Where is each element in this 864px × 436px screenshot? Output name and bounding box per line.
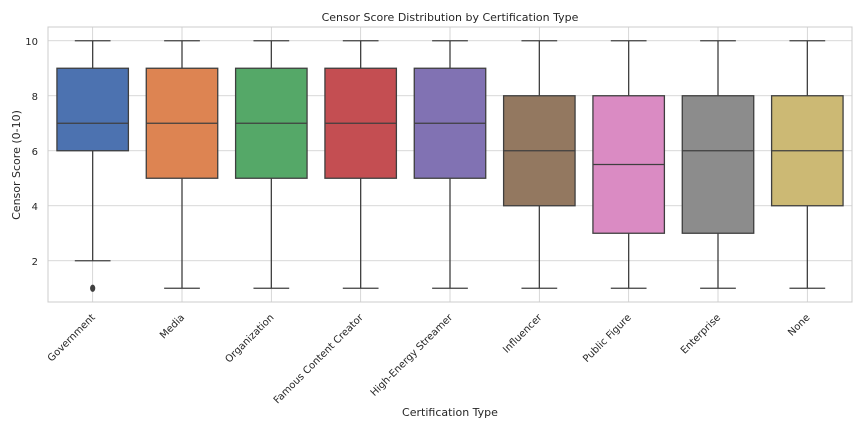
box-public-figure [592,40,666,289]
box-high-energy-streamer [413,40,487,289]
y-tick-label: 10 [25,37,38,48]
box-famous-content-creator [324,40,398,289]
y-tick-labels: 2 4 6 8 10 [25,37,38,268]
plot-frame [47,26,853,303]
boxes-group [56,40,844,292]
box-government [56,40,130,292]
box-organization [234,40,308,289]
box-iqr [681,95,755,234]
box-enterprise [681,40,755,289]
y-axis-label: Censor Score (0-10) [10,110,23,220]
box-iqr [56,67,130,152]
y-tick-label: 4 [32,202,38,213]
x-axis-label: Certification Type [402,406,498,419]
box-none [770,40,844,289]
chart-title: Censor Score Distribution by Certificati… [322,11,579,24]
y-tick-label: 6 [32,147,38,158]
y-tick-label: 2 [32,257,38,268]
box-influencer [502,40,576,289]
y-tick-label: 8 [32,92,38,103]
outlier-point [90,284,96,292]
box-media [145,40,219,289]
